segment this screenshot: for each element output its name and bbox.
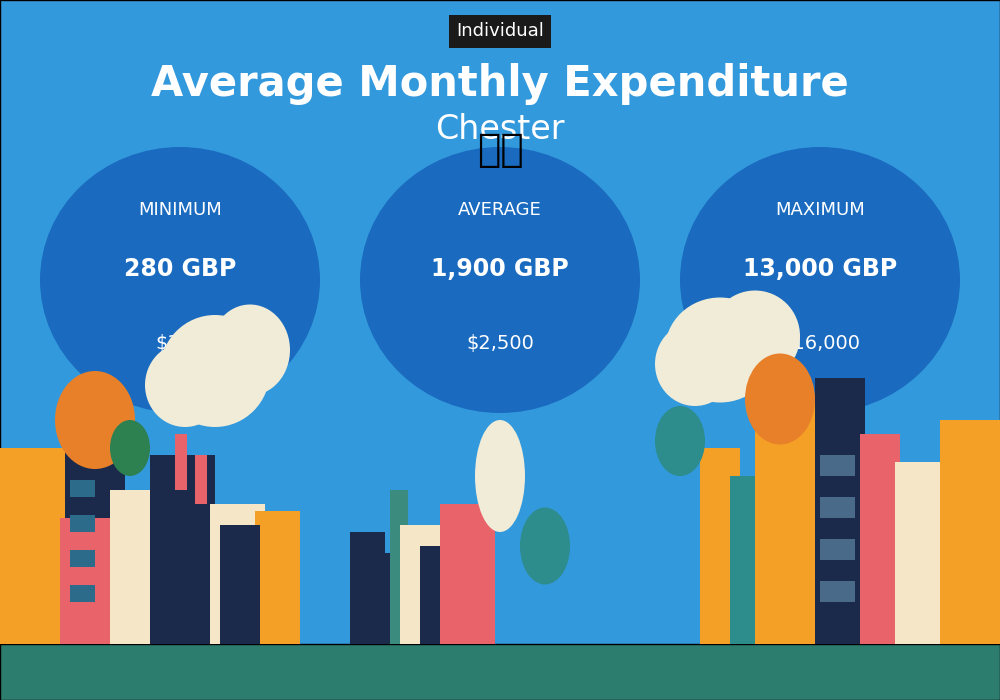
Ellipse shape [210, 304, 290, 395]
FancyBboxPatch shape [175, 434, 187, 490]
FancyBboxPatch shape [0, 448, 70, 644]
Text: $16,000: $16,000 [780, 333, 860, 353]
FancyBboxPatch shape [895, 462, 945, 644]
FancyBboxPatch shape [0, 448, 70, 644]
FancyBboxPatch shape [195, 455, 207, 504]
Text: Average Monthly Expenditure: Average Monthly Expenditure [151, 63, 849, 105]
FancyBboxPatch shape [815, 378, 865, 644]
FancyBboxPatch shape [860, 434, 900, 644]
Text: 1,900 GBP: 1,900 GBP [431, 258, 569, 281]
FancyBboxPatch shape [380, 553, 405, 644]
Text: Chester: Chester [435, 113, 565, 146]
FancyBboxPatch shape [65, 434, 125, 644]
FancyBboxPatch shape [220, 525, 260, 644]
Text: MINIMUM: MINIMUM [138, 201, 222, 219]
FancyBboxPatch shape [820, 455, 855, 476]
Ellipse shape [475, 420, 525, 532]
FancyBboxPatch shape [420, 546, 460, 644]
FancyBboxPatch shape [110, 490, 160, 644]
Ellipse shape [520, 508, 570, 584]
FancyBboxPatch shape [820, 581, 855, 602]
Text: MAXIMUM: MAXIMUM [775, 201, 865, 219]
Ellipse shape [110, 420, 150, 476]
FancyBboxPatch shape [70, 480, 95, 497]
Ellipse shape [665, 298, 775, 402]
FancyBboxPatch shape [255, 511, 300, 644]
Ellipse shape [145, 343, 225, 427]
Ellipse shape [160, 315, 270, 427]
Ellipse shape [55, 371, 135, 469]
Ellipse shape [40, 147, 320, 413]
FancyBboxPatch shape [350, 532, 385, 644]
Ellipse shape [710, 290, 800, 382]
FancyBboxPatch shape [400, 525, 450, 644]
FancyBboxPatch shape [940, 420, 1000, 644]
Text: $350: $350 [155, 333, 205, 353]
FancyBboxPatch shape [70, 584, 95, 602]
Ellipse shape [680, 147, 960, 413]
Text: 280 GBP: 280 GBP [124, 258, 236, 281]
FancyBboxPatch shape [70, 514, 95, 532]
Text: AVERAGE: AVERAGE [458, 201, 542, 219]
FancyBboxPatch shape [755, 399, 820, 644]
FancyBboxPatch shape [730, 476, 755, 644]
FancyBboxPatch shape [390, 490, 408, 644]
Ellipse shape [655, 322, 735, 406]
FancyBboxPatch shape [700, 448, 740, 644]
Ellipse shape [655, 406, 705, 476]
FancyBboxPatch shape [440, 504, 495, 644]
FancyBboxPatch shape [0, 644, 1000, 700]
Text: 🇬🇧: 🇬🇧 [477, 132, 523, 169]
Text: Individual: Individual [456, 22, 544, 41]
FancyBboxPatch shape [150, 455, 215, 644]
FancyBboxPatch shape [210, 504, 265, 644]
FancyBboxPatch shape [820, 539, 855, 560]
FancyBboxPatch shape [70, 550, 95, 567]
Ellipse shape [745, 354, 815, 444]
Text: $2,500: $2,500 [466, 333, 534, 353]
FancyBboxPatch shape [820, 497, 855, 518]
Ellipse shape [360, 147, 640, 413]
FancyBboxPatch shape [60, 518, 115, 644]
Text: 13,000 GBP: 13,000 GBP [743, 258, 897, 281]
